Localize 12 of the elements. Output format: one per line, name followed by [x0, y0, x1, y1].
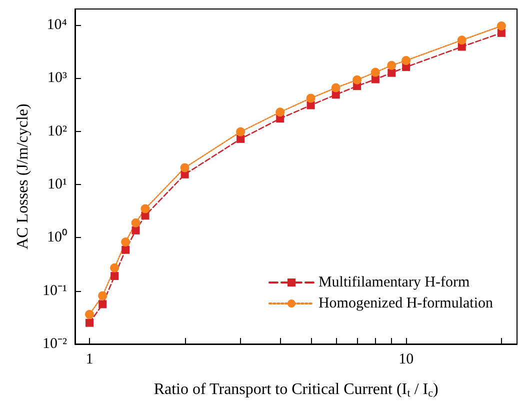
- y-tick-label: 10²: [48, 123, 68, 140]
- y-tick-label: 10⁴: [46, 17, 67, 34]
- y-tick-label: 10¹: [48, 176, 67, 192]
- y-tick-label: 10⁻¹: [42, 282, 67, 299]
- legend-label: Multifilamentary H-form: [318, 274, 470, 290]
- legend-label: Homogenized H-formulation: [318, 296, 494, 312]
- y-axis-title: AC Losses (J/m/cycle): [14, 104, 32, 250]
- y-tick-label: 10⁰: [47, 228, 67, 246]
- y-tick-label: 10⁻²: [42, 336, 68, 352]
- x-tick-label: 1: [86, 352, 94, 368]
- x-tick-label: 10: [398, 352, 414, 368]
- y-tick-label: 10³: [48, 70, 68, 86]
